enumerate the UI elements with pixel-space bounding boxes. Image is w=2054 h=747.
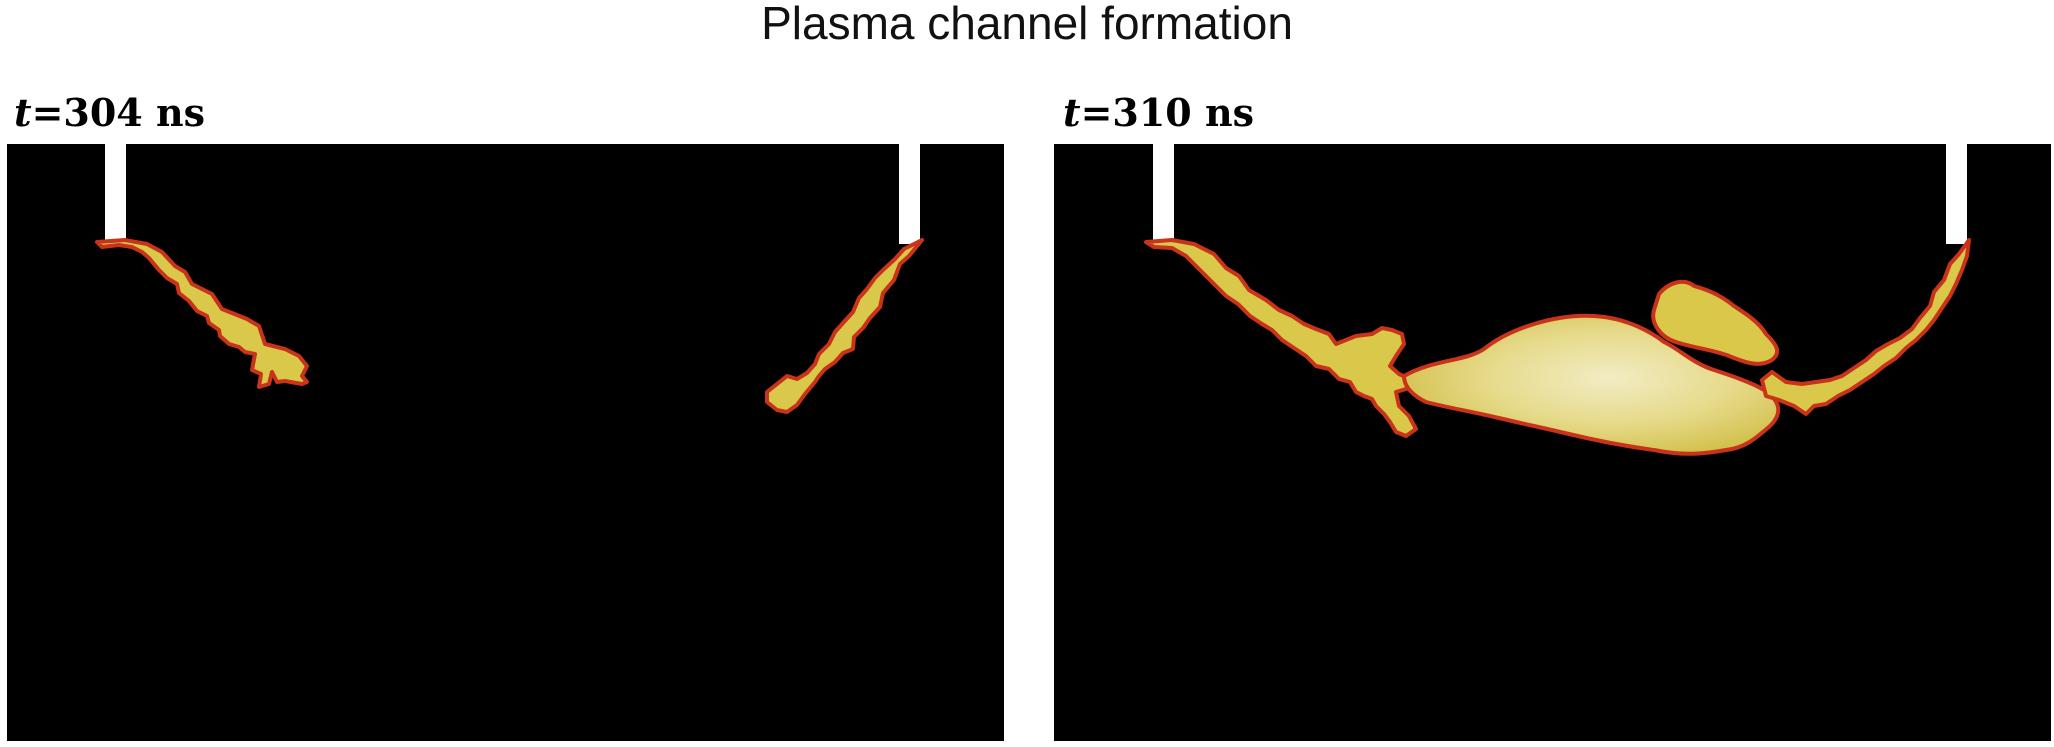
streamer-right (765, 238, 924, 414)
electrode-right (899, 144, 920, 244)
panel-left-time-label: t=304 ns (14, 90, 205, 135)
plasma-core (1402, 313, 1781, 456)
streamer-left (95, 238, 309, 389)
time-symbol: t (1063, 90, 1081, 135)
simulation-panel-right (1054, 144, 2051, 741)
plasma-lobe (1651, 279, 1780, 366)
time-value: =304 ns (31, 90, 205, 135)
streamer-right-branch (1760, 238, 1971, 416)
panel-right-time-label: t=310 ns (1063, 90, 1254, 135)
time-symbol: t (14, 90, 32, 135)
plasma-field-left (95, 144, 924, 414)
figure-title: Plasma channel formation (761, 0, 1293, 49)
plasma-field-right (1144, 144, 1971, 456)
simulation-panel-left (7, 144, 1004, 741)
electrode-left (105, 144, 126, 244)
streamer-left-branch (1144, 238, 1418, 438)
electrode-left (1153, 144, 1174, 244)
time-value: =310 ns (1080, 90, 1254, 135)
electrode-right (1946, 144, 1967, 244)
